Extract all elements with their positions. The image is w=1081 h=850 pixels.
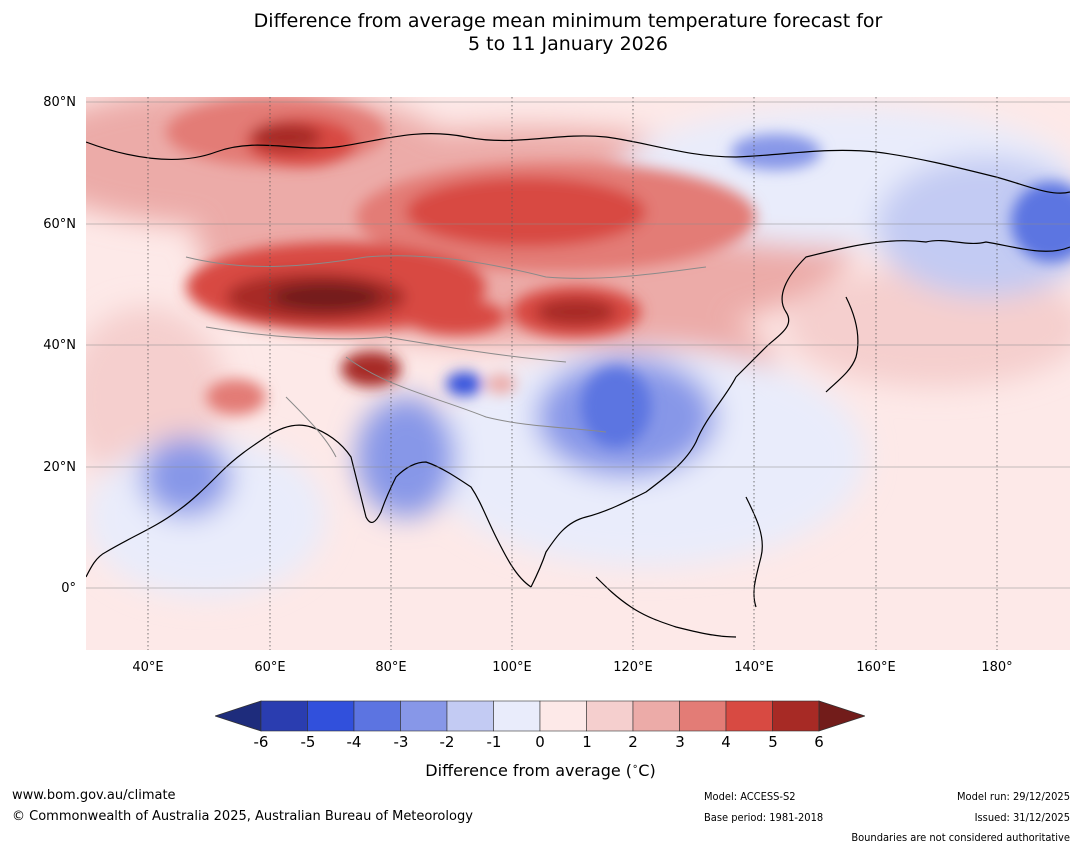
website-link[interactable]: www.bom.gov.au/climate [12,788,176,803]
title-line-1: Difference from average mean minimum tem… [253,10,883,32]
colorbar-tick-0: 0 [535,733,545,751]
colorbar-extend-low [215,700,262,732]
lon-label-120e: 120°E [613,660,653,675]
colorbar-cell [353,700,401,732]
colorbar-tick-6: 6 [814,733,824,751]
colorbar-cell [586,700,634,732]
colorbar-tick-minus5: -5 [300,733,316,751]
lat-label-40n: 40°N [43,338,76,353]
colorbar-tick-minus4: -4 [346,733,362,751]
colorbar-tick-4: 4 [721,733,731,751]
lon-label-100e: 100°E [492,660,532,675]
graticule-parallels [86,101,1070,589]
colorbar-label-prefix: Difference from average ( [425,761,633,780]
chart-title: Difference from average mean minimum tem… [0,10,1081,56]
colorbar-tick-minus6: -6 [253,733,269,751]
issued-date: Issued: 31/12/2025 [974,811,1070,824]
model-run-date: Model run: 29/12/2025 [957,790,1070,803]
copyright-text: © Commonwealth of Australia 2025, Austra… [12,809,473,824]
colorbar-cell [446,700,494,732]
colorbar-cell [679,700,727,732]
lon-label-40e: 40°E [132,660,164,675]
colorbar-label-suffix: C) [638,761,656,780]
colorbar-cell [307,700,355,732]
colorbar [215,700,865,732]
title-line-2: 5 to 11 January 2026 [468,33,668,55]
country-boundaries [185,255,707,458]
colorbar-cell [493,700,541,732]
colorbar-cells [260,700,820,732]
lat-label-20n: 20°N [43,460,76,475]
colorbar-label-degree: ∘ [632,761,639,773]
colorbar-tick-1: 1 [582,733,592,751]
colorbar-cell [632,700,680,732]
lon-label-140e: 140°E [734,660,774,675]
lat-label-0: 0° [61,581,76,596]
colorbar-cell [400,700,448,732]
colorbar-cell [725,700,773,732]
graticule-meridians [147,97,998,650]
lon-label-160e: 160°E [856,660,896,675]
model-name: Model: ACCESS-S2 [704,790,796,803]
colorbar-tick-minus1: -1 [486,733,502,751]
temperature-anomaly-map [86,97,1070,650]
colorbar-tick-minus2: -2 [439,733,455,751]
colorbar-cell [260,700,308,732]
lat-label-60n: 60°N [43,217,76,232]
lon-label-80e: 80°E [375,660,407,675]
colorbar-tick-5: 5 [768,733,778,751]
colorbar-tick-3: 3 [675,733,685,751]
colorbar-tick-2: 2 [628,733,638,751]
lon-label-60e: 60°E [254,660,286,675]
lat-label-80n: 80°N [43,95,76,110]
colorbar-cell [772,700,820,732]
colorbar-extend-high [818,700,865,732]
colorbar-cell [539,700,587,732]
boundaries-disclaimer: Boundaries are not considered authoritat… [851,831,1070,844]
colorbar-label: Difference from average (∘C) [0,761,1081,780]
coastlines [86,133,1070,638]
colorbar-tick-minus3: -3 [393,733,409,751]
lon-label-180: 180° [981,660,1013,675]
anomaly-cores [166,97,1070,447]
base-period: Base period: 1981-2018 [704,811,824,824]
